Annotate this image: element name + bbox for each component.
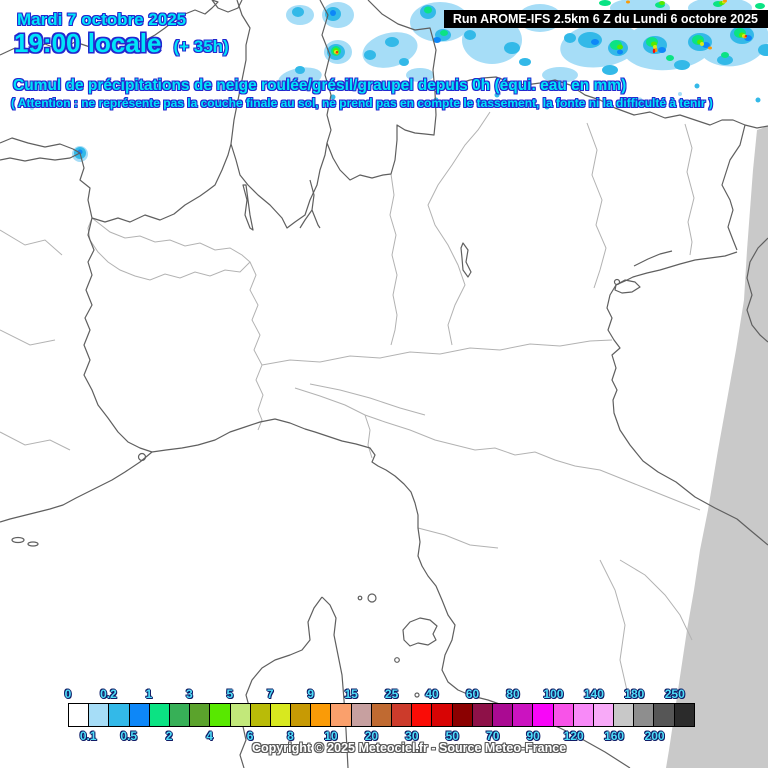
scale-tick-label: 15 — [344, 687, 358, 701]
scale-tick-label: 50 — [445, 729, 459, 743]
scale-cell — [210, 704, 231, 726]
scale-cell — [109, 704, 130, 726]
scale-tick-label: 0 — [64, 687, 72, 701]
scale-tick-label: 0.1 — [79, 729, 97, 743]
scale-cell — [250, 704, 271, 726]
scale-tick-label: 160 — [604, 729, 625, 743]
scale-cell — [69, 704, 90, 726]
map-warning-note: ( Attention : ne représente pas la couch… — [11, 96, 713, 110]
date-label: Mardi 7 octobre 2025 — [17, 10, 187, 29]
scale-cell — [371, 704, 392, 726]
scale-cell — [492, 704, 514, 726]
model-run-banner: Run AROME-IFS 2.5km 6 Z du Lundi 6 octob… — [443, 10, 768, 28]
scale-cell — [129, 704, 150, 726]
scale-cell — [412, 704, 433, 726]
scale-cell — [593, 704, 615, 726]
scale-tick-label: 1 — [145, 687, 153, 701]
scale-cell — [190, 704, 211, 726]
scale-tick-label: 140 — [583, 687, 604, 701]
scale-ticks-bottom: 0.1 0.5 2 4 6 8 10 20 30 50 70 90 120 160 200 — [68, 729, 695, 743]
scale-tick-label: 7 — [266, 687, 274, 701]
scale-cell — [291, 704, 312, 726]
scale-tick-label: 0.2 — [100, 687, 117, 701]
scale-tick-label: 2 — [165, 729, 173, 743]
scale-tick-label: 8 — [287, 729, 294, 743]
scale-cell — [392, 704, 413, 726]
scale-cell — [331, 704, 352, 726]
scale-tick-label: 60 — [465, 687, 480, 701]
scale-tick-label: 3 — [186, 687, 193, 701]
forecast-offset-text: (+ 35h) — [173, 37, 229, 56]
scale-cell — [452, 704, 473, 726]
scale-tick-label: 9 — [307, 687, 315, 701]
scale-cell — [311, 704, 332, 726]
scale-cell — [553, 704, 574, 726]
color-scale-bar — [68, 703, 695, 727]
scale-tick-label: 30 — [405, 729, 419, 743]
scale-tick-label: 180 — [624, 687, 645, 701]
scale-tick-label: 40 — [425, 687, 439, 701]
scale-cell — [513, 704, 534, 726]
scale-cell — [533, 704, 554, 726]
local-time-text: 19:00 locale — [14, 28, 162, 58]
scale-tick-label: 70 — [486, 729, 500, 743]
scale-tick-label: 100 — [543, 687, 564, 701]
model-domain-edge — [666, 126, 768, 768]
regional-borders — [0, 111, 701, 696]
scale-cell — [230, 704, 251, 726]
scale-tick-label: 250 — [664, 687, 685, 701]
map-title: Cumul de précipitations de neige roulée/… — [13, 77, 627, 94]
scale-cell — [573, 704, 594, 726]
scale-cell — [674, 704, 694, 726]
scale-ticks-top: 0 0.2 1 3 5 7 9 15 25 40 60 80 100 140 180 250 — [64, 687, 695, 701]
precipitation-color-scale: 0 0.2 1 3 5 7 9 15 25 40 60 80 100 140 180 250 0.1 0.5 2 4… — [64, 687, 695, 743]
scale-cell — [89, 704, 110, 726]
scale-tick-label: 20 — [364, 729, 379, 743]
scale-cell — [169, 704, 191, 726]
scale-tick-label: 0.5 — [120, 729, 138, 743]
scale-cell — [654, 704, 675, 726]
scale-cell — [432, 704, 453, 726]
scale-cell — [614, 704, 635, 726]
valid-time-label: 19:00 locale (+ 35h) — [14, 28, 229, 59]
scale-tick-label: 5 — [226, 687, 234, 701]
scale-tick-label: 25 — [384, 687, 399, 701]
scale-tick-label: 120 — [563, 729, 584, 743]
scale-tick-label: 10 — [324, 729, 338, 743]
scale-cell — [351, 704, 372, 726]
scale-tick-label: 200 — [644, 729, 665, 743]
scale-cell — [472, 704, 493, 726]
scale-cell — [634, 704, 655, 726]
scale-tick-label: 90 — [526, 729, 540, 743]
scale-tick-label: 4 — [206, 729, 213, 743]
scale-tick-label: 80 — [506, 687, 520, 701]
copyright-notice: Copyright © 2025 Meteociel.fr - Source M… — [252, 741, 567, 755]
scale-tick-label: 6 — [246, 729, 254, 743]
scale-cell — [270, 704, 292, 726]
scale-cell — [149, 704, 170, 726]
